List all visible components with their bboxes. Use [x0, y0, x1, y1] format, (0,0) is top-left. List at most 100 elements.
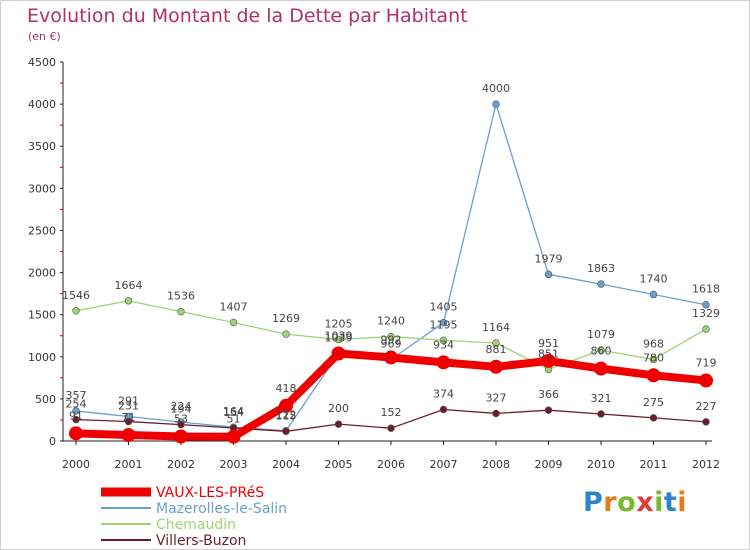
series-2-point [439, 336, 448, 345]
series-2-point [229, 318, 238, 327]
data-label: 1979 [535, 252, 563, 265]
data-label: 231 [118, 400, 139, 413]
series-2-point [387, 332, 395, 341]
series-2-point [334, 335, 343, 344]
series-2-point [177, 307, 185, 316]
series-0-point [699, 373, 713, 388]
data-label: 719 [696, 356, 717, 369]
data-label: 327 [486, 391, 507, 404]
series-0-point [489, 359, 503, 374]
legend-label-1: Mazerolles-le-Salin [156, 501, 287, 517]
data-label: 374 [433, 388, 454, 401]
data-label: 934 [433, 338, 454, 351]
series-3-point [597, 410, 605, 418]
x-tick-label: 2010 [587, 458, 615, 471]
data-label: 1039 [325, 331, 353, 344]
data-label: 851 [538, 347, 559, 360]
x-tick-label: 2012 [692, 458, 720, 471]
data-label: 1079 [587, 328, 615, 341]
chart-series-lines [69, 100, 713, 444]
x-tick-label: 2005 [325, 458, 353, 471]
data-label: 1329 [692, 307, 720, 320]
series-0-point [279, 398, 293, 413]
data-label: 71 [122, 411, 136, 424]
data-label: 51 [227, 413, 241, 426]
y-tick-label: 3500 [28, 140, 56, 153]
data-label: 1407 [220, 300, 248, 313]
series-0-point [121, 428, 136, 443]
series-1-point [492, 100, 500, 108]
data-label: 194 [171, 403, 192, 416]
y-tick-label: 0 [49, 435, 56, 448]
series-2-point [492, 339, 500, 347]
series-0-point [69, 426, 83, 441]
data-label: 115 [276, 409, 297, 422]
series-3-point [439, 405, 448, 414]
data-label: 969 [381, 337, 402, 350]
chart-legend: VAUX-LES-PRéSMazerolles-le-SalinChemaudi… [101, 485, 287, 549]
series-2-point [72, 307, 80, 315]
logo-letter: o [617, 487, 637, 518]
x-tick-label: 2007 [430, 458, 458, 471]
x-tick-label: 2004 [272, 458, 300, 471]
y-tick-label: 1000 [28, 351, 56, 364]
series-3-point [334, 420, 343, 428]
y-tick-label: 2000 [28, 267, 56, 280]
series-0-point [384, 350, 398, 365]
data-label: 321 [591, 392, 612, 405]
data-label: 254 [66, 398, 87, 411]
data-label: 1195 [430, 318, 458, 331]
series-3-point [72, 415, 80, 424]
series-1-point [544, 270, 553, 279]
data-label: 1240 [377, 315, 405, 328]
data-label: 200 [328, 402, 349, 415]
x-tick-label: 2002 [167, 458, 195, 471]
series-2-point [649, 355, 658, 364]
data-label: 91 [69, 409, 83, 422]
x-tick-label: 2003 [220, 458, 248, 471]
chart-title: Evolution du Montant de la Dette par Hab… [27, 5, 468, 27]
data-label: 1039 [325, 329, 353, 342]
series-0-point [174, 429, 188, 444]
data-label: 1164 [482, 321, 510, 334]
x-tick-label: 2000 [62, 458, 90, 471]
series-2-point [124, 297, 133, 305]
x-tick-label: 2001 [115, 458, 143, 471]
data-label: 951 [538, 337, 559, 350]
data-label: 1269 [272, 312, 300, 325]
y-tick-label: 3000 [28, 182, 56, 195]
logo-letter: t [663, 487, 678, 518]
series-2-point [597, 346, 605, 354]
legend-label-2: Chemaudin [156, 517, 236, 533]
series-0-point [436, 355, 451, 370]
series-1-point [597, 280, 605, 288]
data-label: 275 [643, 396, 664, 409]
logo-letter: i [677, 487, 688, 518]
data-label: 860 [591, 345, 612, 358]
x-tick-label: 2009 [535, 458, 563, 471]
x-tick-label: 2008 [482, 458, 510, 471]
proxiti-logo: Proxiti [583, 487, 687, 518]
logo-letter: x [636, 487, 655, 518]
y-tick-label: 4000 [28, 98, 56, 111]
data-label: 357 [66, 389, 87, 402]
x-tick-label: 2006 [377, 458, 405, 471]
data-label: 53 [174, 413, 188, 426]
data-label: 992 [381, 333, 402, 346]
legend-label-3: Villers-Buzon [156, 533, 246, 549]
series-1-point [702, 301, 710, 309]
data-label: 164 [223, 405, 244, 418]
series-1-point [439, 318, 448, 327]
series-3-point [282, 427, 290, 436]
series-1-point [649, 290, 658, 299]
data-label: 1546 [62, 289, 90, 302]
series-0-point [594, 361, 608, 376]
series-3-point [124, 417, 133, 426]
data-label: 366 [538, 388, 559, 401]
series-3-point [544, 406, 553, 414]
data-label: 1536 [167, 290, 195, 303]
y-tick-label: 4500 [28, 56, 56, 69]
series-2-point [702, 325, 710, 333]
